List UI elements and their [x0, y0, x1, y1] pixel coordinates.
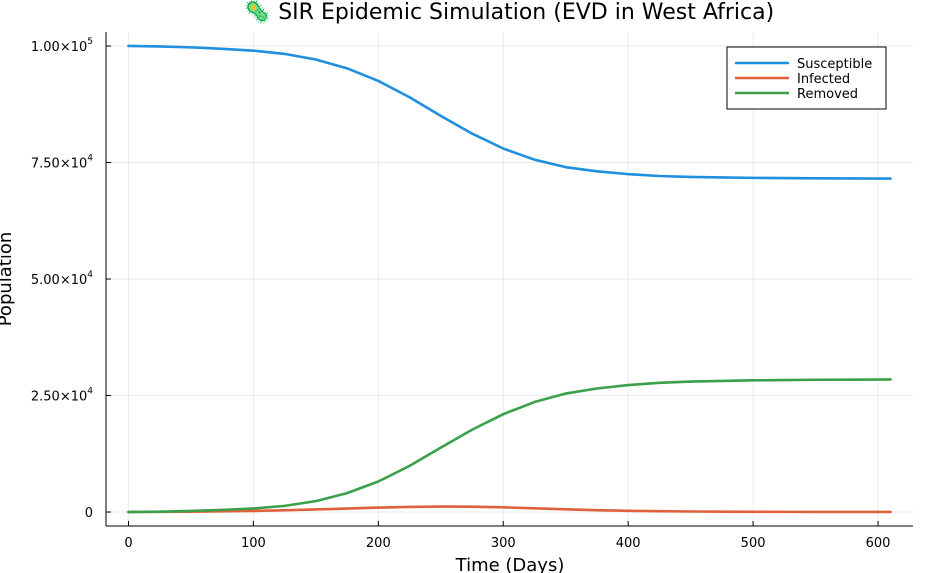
y-tick-label: 5.00×104: [31, 270, 93, 288]
y-tick-label: 1.00×105: [31, 37, 93, 55]
x-axis-title: Time (Days): [455, 555, 565, 573]
y-tick-label: 2.50×104: [31, 387, 93, 405]
tick-labels: 0 100 200 300 400 500 600 0 2.50×104 5.00×104 7.50…: [31, 37, 891, 551]
x-tick-label: 400: [616, 536, 641, 551]
x-tick-label: 300: [491, 536, 516, 551]
x-tick-label: 600: [866, 536, 891, 551]
legend-label-removed: Removed: [797, 87, 858, 102]
x-tick-label: 0: [124, 536, 132, 551]
y-tick-label: 7.50×104: [31, 153, 93, 171]
y-tick-label: 0: [85, 506, 93, 521]
legend-label-infected: Infected: [797, 72, 850, 87]
chart-title: 🦠 SIR Epidemic Simulation (EVD in West A…: [244, 0, 774, 25]
series-line-removed: [127, 378, 892, 514]
series-line-susceptible: [127, 44, 892, 180]
legend-label-susceptible: Susceptible: [797, 57, 872, 72]
x-tick-label: 500: [741, 536, 766, 551]
x-tick-label: 100: [241, 536, 266, 551]
y-axis-title: Population: [0, 232, 16, 327]
x-tick-label: 200: [366, 536, 391, 551]
series-line-infected: [127, 505, 892, 514]
grid: [106, 32, 913, 526]
series-lines: [127, 44, 892, 514]
axes: [105, 32, 913, 527]
